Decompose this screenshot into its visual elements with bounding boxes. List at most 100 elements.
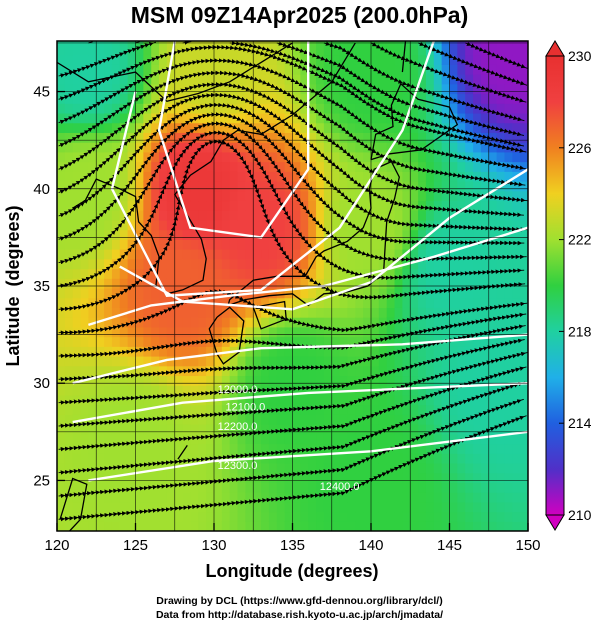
field-cell (363, 297, 372, 308)
field-cell (119, 239, 129, 250)
field-cell (135, 501, 144, 513)
field-cell (480, 161, 490, 172)
field-cell (308, 74, 317, 85)
field-cell (111, 394, 121, 406)
field-cell (190, 190, 199, 202)
field-cell (496, 161, 506, 172)
field-cell (316, 492, 325, 503)
field-cell (190, 492, 199, 503)
field-cell (174, 511, 184, 522)
field-cell (331, 462, 341, 474)
field-cell (64, 219, 74, 231)
field-cell (323, 190, 333, 202)
field-cell (378, 200, 388, 211)
field-cell (331, 151, 341, 163)
field-cell (245, 346, 254, 357)
field-cell (237, 268, 246, 279)
field-cell (159, 385, 168, 396)
field-cell (339, 112, 349, 124)
field-cell (135, 112, 144, 124)
field-cell (323, 424, 333, 435)
field-cell (237, 472, 246, 483)
field-cell (410, 492, 419, 503)
field-cell (284, 394, 294, 406)
field-cell (433, 181, 443, 192)
field-cell (190, 83, 199, 95)
field-cell (480, 54, 490, 65)
field-cell (135, 326, 144, 338)
field-cell (268, 414, 278, 425)
field-cell (512, 258, 521, 270)
field-cell (300, 433, 309, 445)
contour-label: 12300.0 (218, 460, 258, 472)
field-cell (261, 336, 270, 347)
field-cell (80, 453, 89, 464)
field-cell (339, 181, 349, 192)
field-cell (166, 268, 176, 279)
field-cell (488, 258, 498, 270)
field-cell (331, 268, 341, 279)
field-cell (465, 462, 474, 474)
field-cell (245, 181, 254, 192)
field-cell (355, 210, 364, 221)
field-cell (378, 394, 388, 406)
field-cell (64, 142, 74, 153)
field-cell (347, 122, 356, 133)
field-cell (292, 83, 301, 95)
colorbar-tick-label: 214 (568, 415, 592, 431)
colorbar-tick-label: 222 (568, 232, 592, 248)
field-cell (323, 122, 333, 133)
field-cell (418, 307, 427, 318)
field-cell (174, 462, 184, 474)
field-cell (229, 93, 239, 104)
field-cell (221, 482, 231, 493)
field-cell (88, 482, 97, 493)
field-cell (371, 307, 380, 318)
field-cell (96, 433, 105, 445)
field-cell (276, 103, 286, 114)
field-cell (221, 200, 231, 211)
field-cell (323, 501, 333, 513)
field-cell (96, 64, 105, 75)
field-cell (323, 142, 333, 153)
field-cell (284, 161, 294, 172)
field-cell (308, 462, 317, 474)
field-cell (394, 492, 403, 503)
field-cell (143, 443, 152, 454)
field-cell (88, 112, 97, 124)
field-cell (316, 326, 325, 338)
field-cell (347, 307, 356, 318)
field-cell (80, 472, 89, 483)
field-cell (410, 190, 419, 202)
field-cell (480, 365, 490, 377)
field-cell (371, 229, 380, 240)
field-cell (300, 404, 309, 415)
field-cell (386, 472, 396, 483)
field-cell (135, 219, 144, 231)
field-cell (182, 268, 192, 279)
field-cell (159, 521, 168, 531)
field-cell (64, 297, 74, 308)
field-cell (182, 151, 192, 163)
field-cell (355, 492, 364, 503)
field-cell (229, 278, 239, 289)
field-cell (253, 433, 262, 445)
field-cell (386, 346, 396, 357)
field-cell (394, 375, 403, 386)
field-cell (182, 472, 192, 483)
field-cell (292, 239, 301, 250)
field-cell (237, 443, 246, 454)
field-cell (214, 326, 223, 338)
field-cell (433, 278, 443, 289)
field-cell (57, 346, 66, 357)
field-cell (292, 482, 301, 493)
field-cell (331, 394, 341, 406)
field-cell (151, 492, 160, 503)
field-cell (159, 44, 168, 56)
field-cell (323, 511, 333, 522)
field-cell (504, 103, 513, 114)
field-cell (284, 433, 294, 445)
field-cell (198, 171, 207, 182)
